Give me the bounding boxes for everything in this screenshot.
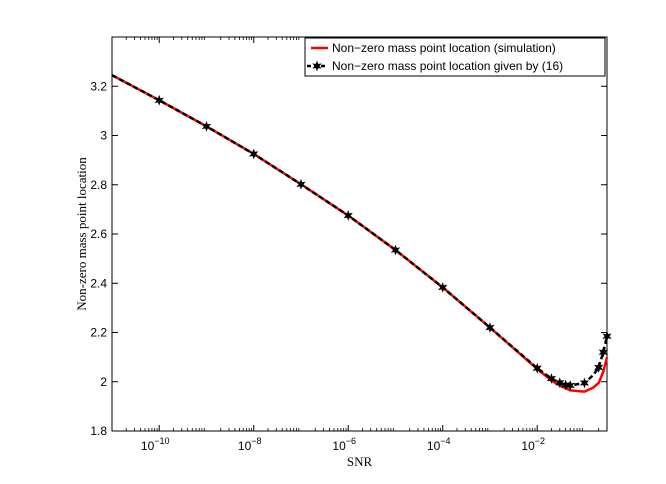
data-point-marker	[154, 94, 164, 106]
y-tick-label: 2.6	[90, 227, 107, 241]
star-icon	[312, 60, 322, 72]
data-point-marker	[249, 148, 259, 160]
y-tick-label: 2	[100, 375, 107, 389]
data-point-marker	[565, 380, 575, 391]
y-tick-label: 2.2	[90, 326, 107, 340]
y-axis-title: Non-zero mass point location	[74, 157, 89, 311]
x-tick-label: 10−8	[238, 436, 262, 453]
y-tick-label: 1.8	[90, 424, 107, 438]
data-point-marker	[532, 362, 542, 374]
x-tick-label: 10−10	[141, 436, 170, 453]
data-point-marker	[438, 282, 448, 293]
legend-box	[304, 37, 606, 77]
data-point-marker	[594, 362, 604, 373]
legend: Non−zero mass point location (simulation…	[304, 37, 606, 77]
data-point-marker	[390, 244, 401, 256]
data-point-marker	[546, 373, 557, 384]
data-point-marker	[201, 121, 212, 132]
data-point-marker	[343, 210, 353, 221]
x-tick-label: 10−2	[521, 436, 545, 453]
data-point-marker	[485, 322, 495, 333]
x-tick-label: 10−4	[427, 436, 451, 453]
x-tick-label: 10−6	[332, 436, 356, 453]
plot-area	[111, 36, 608, 432]
x-axis-title: SNR	[347, 454, 373, 469]
data-point-marker	[296, 178, 306, 190]
y-tick-label: 3	[100, 129, 107, 143]
data-point-marker	[555, 377, 565, 389]
y-tick-label: 3.2	[90, 79, 107, 93]
legend-label-given-by-16: Non−zero mass point location given by (1…	[332, 59, 563, 73]
y-tick-label: 2.8	[90, 178, 107, 192]
data-point-marker	[602, 330, 612, 342]
data-point-marker	[598, 346, 608, 358]
data-point-marker	[579, 377, 590, 389]
y-tick-label: 2.4	[90, 276, 107, 290]
legend-star-marker	[312, 60, 322, 72]
series-layer	[111, 74, 612, 393]
legend-label-simulation: Non−zero mass point location (simulation…	[332, 41, 556, 55]
